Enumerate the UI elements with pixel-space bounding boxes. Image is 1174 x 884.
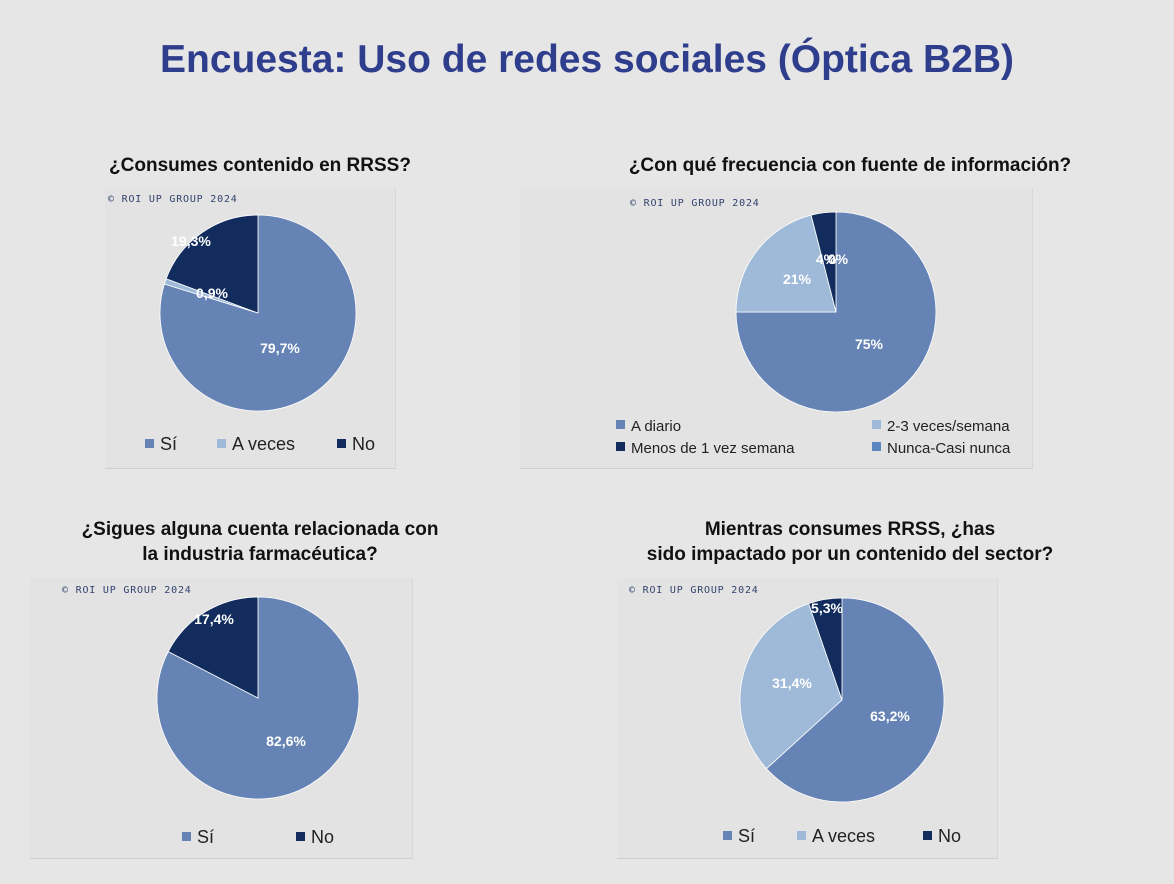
chart-2-pie: 75% 21%4%0% <box>735 211 937 413</box>
pie-value-label-2: 17,4% <box>194 611 234 627</box>
legend-item-si: Sí <box>182 827 214 848</box>
legend-item-no: No <box>337 434 375 455</box>
legend-label: Nunca-Casi nunca <box>887 440 1011 457</box>
pie-slice-1 <box>765 597 945 803</box>
legend-swatch <box>616 420 625 429</box>
chart-3-title: ¿Sigues alguna cuenta relacionada con la… <box>40 517 480 567</box>
legend-item-si: Sí <box>145 434 177 455</box>
pie-slice-2 <box>167 596 259 699</box>
chart-4-legend: Sí A veces No <box>617 826 997 850</box>
legend-swatch <box>616 442 625 451</box>
pie-value-label-1: 82,6% <box>266 733 306 749</box>
pie-value-label-1: 75% <box>855 336 884 352</box>
pie-value-label-3: 4% <box>816 251 837 267</box>
chart-3-copyright: © ROI UP GROUP 2024 <box>62 585 192 596</box>
pie-value-label-1: 79,7% <box>260 340 300 356</box>
pie-value-label-3: 19,3% <box>171 233 211 249</box>
pie-value-label-3: 5,3% <box>811 600 843 616</box>
legend-label: No <box>938 826 962 846</box>
legend-item-2-3-veces: 2-3 veces/semana <box>872 418 1010 435</box>
legend-item-no: No <box>923 826 961 847</box>
chart-4-title-line-2: sido impactado por un contenido del sect… <box>646 544 1054 565</box>
pie-slice-2 <box>739 603 843 770</box>
chart-4-copyright: © ROI UP GROUP 2024 <box>629 585 759 596</box>
legend-swatch <box>145 439 154 448</box>
chart-3-pie: 82,6% 17,4% <box>156 596 360 800</box>
legend-item-menos-1-vez: Menos de 1 vez semana <box>616 440 794 457</box>
chart-3-legend: Sí No <box>30 827 412 851</box>
chart-1-panel: © ROI UP GROUP 2024 79,7% 0,9% 19,3% Sí A … <box>105 188 396 469</box>
page-title: Encuesta: Uso de redes sociales (Óptica … <box>160 38 1014 81</box>
chart-3-panel: © ROI UP GROUP 2024 82,6% 17,4% Sí No <box>30 578 413 859</box>
legend-label: A diario <box>631 418 682 435</box>
legend-swatch <box>723 831 732 840</box>
pie-slice-3 <box>810 211 837 313</box>
legend-swatch <box>872 442 881 451</box>
pie-value-label-2: 21% <box>783 271 812 287</box>
legend-swatch <box>797 831 806 840</box>
pie-slice-3 <box>808 597 843 701</box>
legend-label: 2-3 veces/semana <box>887 418 1010 435</box>
legend-swatch <box>337 439 346 448</box>
chart-2-title: ¿Con qué frecuencia con fuente de inform… <box>628 155 1072 176</box>
chart-4-panel: © ROI UP GROUP 2024 63,2% 31,4% 5,3% Sí A … <box>617 578 998 859</box>
legend-swatch <box>217 439 226 448</box>
pie-slice-3 <box>165 214 259 314</box>
legend-label: Menos de 1 vez semana <box>631 440 795 457</box>
chart-2-panel: © ROI UP GROUP 2024 75% 21% 4% 0% A diario … <box>520 188 1033 469</box>
legend-swatch <box>296 832 305 841</box>
pie-value-label-4: 0% <box>828 251 849 267</box>
pie-slice-2 <box>735 214 837 313</box>
chart-4-title: Mientras consumes RRSS, ¿has sido impact… <box>600 517 1100 567</box>
chart-2-legend: A diario 2-3 veces/semana Menos de 1 vez… <box>520 418 1032 462</box>
legend-label: A veces <box>232 434 296 454</box>
chart-1-pie: 79,7% 0,9% 19,3% <box>159 214 357 412</box>
legend-label: Sí <box>197 827 215 847</box>
chart-3-title-line-2: la industria farmacéutica? <box>142 544 378 565</box>
legend-swatch <box>872 420 881 429</box>
pie-value-label-2: 31,4% <box>772 675 812 691</box>
legend-label: No <box>311 827 335 847</box>
legend-item-si: Sí <box>723 826 755 847</box>
chart-1-copyright: © ROI UP GROUP 2024 <box>108 194 238 205</box>
legend-swatch <box>923 831 932 840</box>
chart-2-copyright: © ROI UP GROUP 2024 <box>630 198 760 209</box>
legend-item-a-diario: A diario <box>616 418 681 435</box>
chart-4-title-line-1: Mientras consumes RRSS, ¿has <box>704 519 996 540</box>
chart-1-legend: Sí A veces No <box>105 434 395 458</box>
pie-value-label-2: 0,9% <box>196 285 228 301</box>
legend-label: No <box>352 434 376 454</box>
pie-value-label-1: 63,2% <box>870 708 910 724</box>
chart-1-title: ¿Consumes contenido en RRSS? <box>109 155 411 176</box>
legend-item-nunca: Nunca-Casi nunca <box>872 440 1010 457</box>
legend-label: Sí <box>738 826 756 846</box>
chart-4-pie: 63,2% 31,4% 5,3% <box>739 597 945 803</box>
chart-3-title-line-1: ¿Sigues alguna cuenta relacionada con <box>81 519 439 540</box>
legend-item-a-veces: A veces <box>217 434 295 455</box>
legend-item-a-veces: A veces <box>797 826 875 847</box>
legend-label: A veces <box>812 826 876 846</box>
legend-label: Sí <box>160 434 178 454</box>
legend-item-no: No <box>296 827 334 848</box>
legend-swatch <box>182 832 191 841</box>
